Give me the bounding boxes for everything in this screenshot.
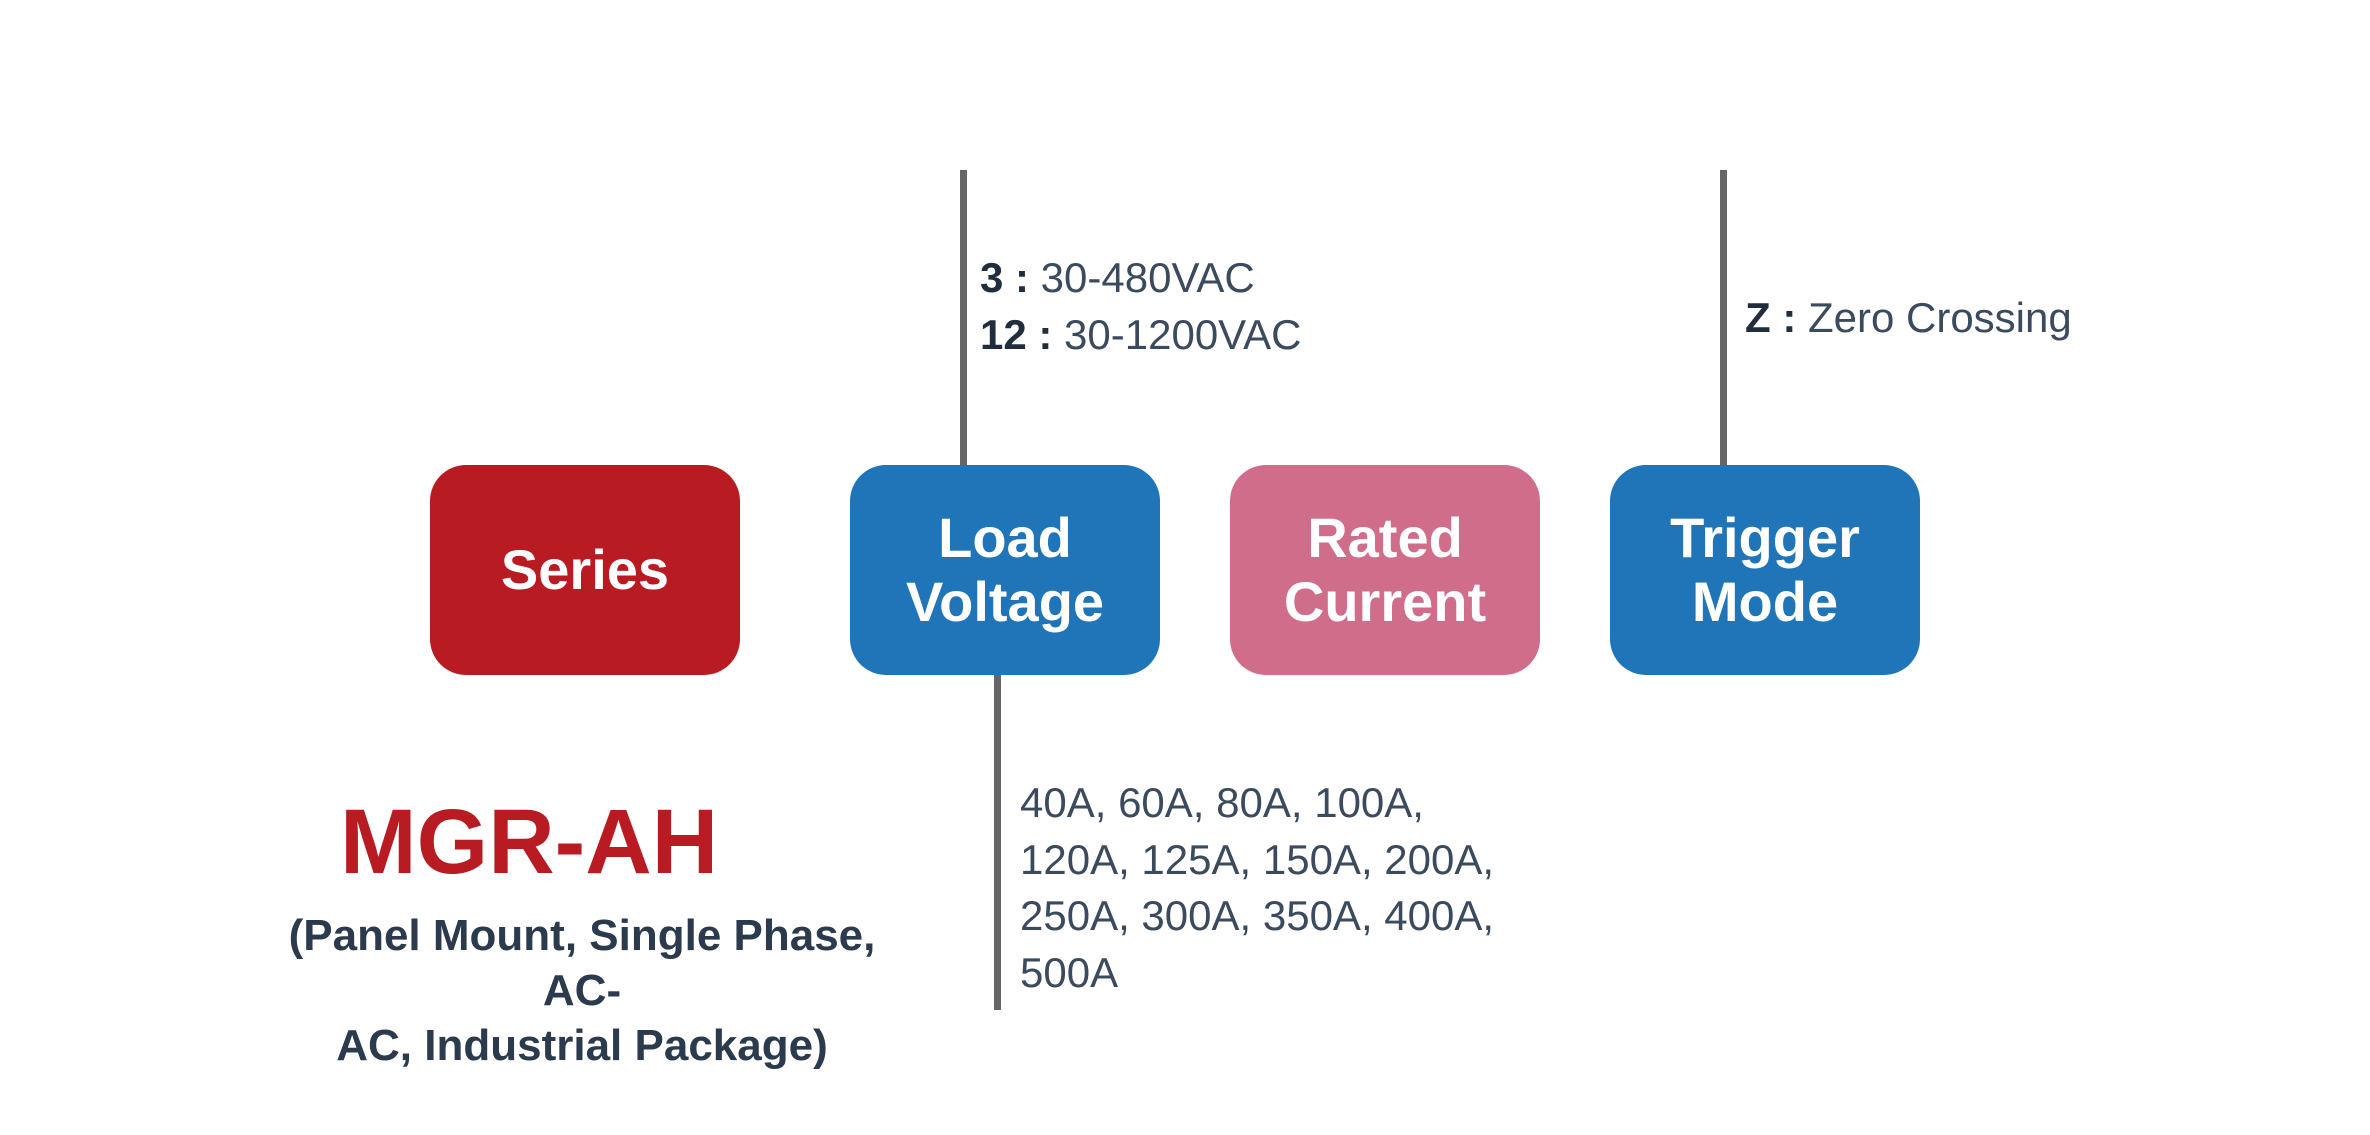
load-box-line2: Voltage <box>906 570 1104 634</box>
rated-current-line-3: 250A, 300A, 350A, 400A, <box>1020 888 1494 945</box>
code: Z : <box>1745 294 1796 341</box>
rated-current-line-2: 120A, 125A, 150A, 200A, <box>1020 832 1494 889</box>
rated-current-box: Rated Current <box>1230 465 1540 675</box>
trigger-mode-option-z: Z : Zero Crossing <box>1745 290 2072 347</box>
text: 30-1200VAC <box>1052 311 1301 358</box>
connector-line-rated <box>994 675 1001 1010</box>
trigger-box-line2: Mode <box>1692 570 1838 634</box>
text: Zero Crossing <box>1796 294 2071 341</box>
series-box: Series <box>430 465 740 675</box>
connector-line-load <box>960 170 967 465</box>
part-number-diagram: Series Load Voltage Rated Current Trigge… <box>0 0 2370 1135</box>
rated-box-line2: Current <box>1284 570 1486 634</box>
rated-current-line-1: 40A, 60A, 80A, 100A, <box>1020 775 1494 832</box>
trigger-mode-box: Trigger Mode <box>1610 465 1920 675</box>
series-sub-line1: (Panel Mount, Single Phase, AC- <box>252 908 912 1018</box>
load-voltage-annotation: 3 : 30-480VAC 12 : 30-1200VAC <box>980 250 1301 363</box>
trigger-mode-annotation: Z : Zero Crossing <box>1745 290 2072 347</box>
series-name-title: MGR-AH <box>340 790 718 895</box>
series-name-subtitle: (Panel Mount, Single Phase, AC- AC, Indu… <box>252 908 912 1073</box>
text: 30-480VAC <box>1029 254 1255 301</box>
code: 12 : <box>980 311 1052 358</box>
code: 3 : <box>980 254 1029 301</box>
rated-box-line1: Rated <box>1307 506 1463 570</box>
series-box-label: Series <box>501 538 669 602</box>
connector-line-trigger <box>1720 170 1727 465</box>
trigger-box-line1: Trigger <box>1670 506 1860 570</box>
rated-current-line-4: 500A <box>1020 945 1494 1002</box>
load-voltage-option-12: 12 : 30-1200VAC <box>980 307 1301 364</box>
rated-current-annotation: 40A, 60A, 80A, 100A, 120A, 125A, 150A, 2… <box>1020 775 1494 1002</box>
series-sub-line2: AC, Industrial Package) <box>252 1018 912 1073</box>
load-voltage-option-3: 3 : 30-480VAC <box>980 250 1301 307</box>
load-voltage-box: Load Voltage <box>850 465 1160 675</box>
load-box-line1: Load <box>938 506 1072 570</box>
